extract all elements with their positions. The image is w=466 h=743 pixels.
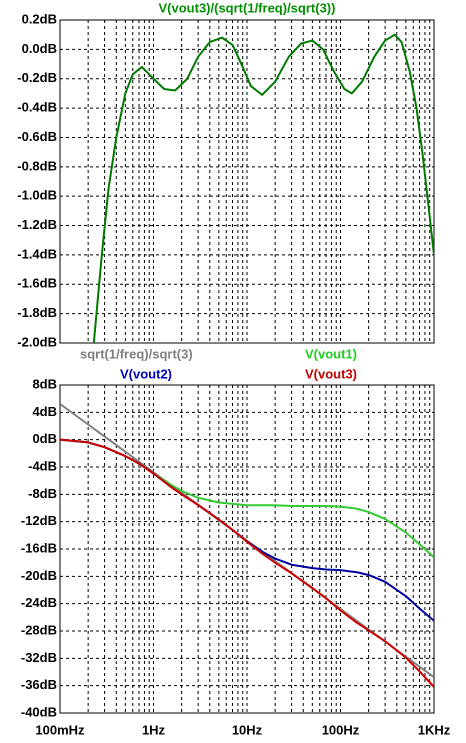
legend-label: V(vout3) bbox=[305, 366, 357, 381]
y-tick-label: -0.4dB bbox=[17, 100, 57, 115]
legend-label: sqrt(1/freq)/sqrt(3) bbox=[80, 346, 193, 361]
y-tick-label: -12dB bbox=[21, 513, 57, 528]
y-tick-label: 0dB bbox=[32, 431, 57, 446]
x-tick-label: 1KHz bbox=[418, 722, 451, 737]
legend-label: V(vout3)/(sqrt(1/freq)/sqrt(3)) bbox=[159, 0, 336, 15]
y-tick-label: -1.4dB bbox=[17, 246, 57, 261]
y-tick-label: -1.8dB bbox=[17, 305, 57, 320]
legend-label: V(vout2) bbox=[120, 366, 172, 381]
y-tick-label: -28dB bbox=[21, 622, 57, 637]
x-tick-label: 10Hz bbox=[232, 722, 263, 737]
y-tick-label: 8dB bbox=[32, 376, 57, 391]
legend-label: V(vout1) bbox=[305, 346, 357, 361]
plot-frame bbox=[59, 384, 435, 714]
x-tick-label: 100mHz bbox=[35, 722, 85, 737]
y-tick-label: -1.0dB bbox=[17, 188, 57, 203]
y-tick-label: -2.0dB bbox=[17, 334, 57, 349]
x-tick-label: 100Hz bbox=[322, 722, 360, 737]
y-tick-label: -16dB bbox=[21, 540, 57, 555]
series-line bbox=[92, 33, 434, 343]
y-tick-label: -20dB bbox=[21, 568, 57, 583]
y-tick-label: -8dB bbox=[28, 486, 57, 501]
y-tick-label: 0.2dB bbox=[22, 11, 57, 26]
y-tick-label: -40dB bbox=[21, 704, 57, 719]
y-tick-label: -1.6dB bbox=[17, 276, 57, 291]
y-tick-label: -36dB bbox=[21, 677, 57, 692]
y-tick-label: -0.2dB bbox=[17, 70, 57, 85]
plot-frame bbox=[59, 19, 435, 344]
series-line bbox=[60, 438, 434, 688]
x-tick-label: 1Hz bbox=[142, 722, 166, 737]
y-tick-label: -0.8dB bbox=[17, 158, 57, 173]
y-tick-label: -4dB bbox=[28, 458, 57, 473]
y-tick-label: -1.2dB bbox=[17, 217, 57, 232]
y-tick-label: 0.0dB bbox=[22, 41, 57, 56]
y-tick-label: 4dB bbox=[32, 404, 57, 419]
y-tick-label: -24dB bbox=[21, 595, 57, 610]
y-tick-label: -32dB bbox=[21, 650, 57, 665]
y-tick-label: -0.6dB bbox=[17, 129, 57, 144]
